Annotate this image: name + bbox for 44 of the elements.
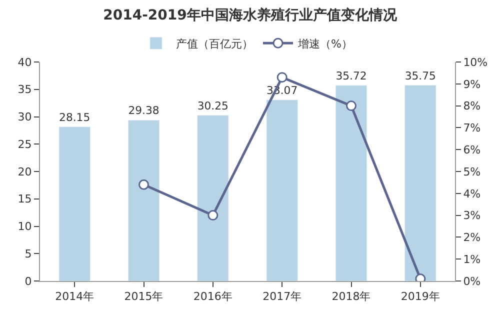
data-label: 29.38 (128, 104, 160, 118)
x-tick-label: 2019年 (400, 290, 440, 304)
x-tick-label: 2015年 (124, 290, 164, 304)
data-label: 35.75 (404, 69, 436, 82)
y2-tick-label: 3% (463, 209, 481, 222)
y-tick-label: 5 (24, 247, 32, 260)
y2-tick-label: 0% (463, 274, 481, 288)
data-label: 30.25 (197, 99, 228, 112)
data-label: 28.15 (59, 110, 90, 124)
y2-tick-label: 9% (463, 78, 481, 91)
bar (58, 126, 90, 281)
point (276, 72, 288, 83)
y2-tick-label: 5% (463, 165, 481, 178)
y2-tick-label: 8% (463, 100, 481, 113)
point (208, 210, 218, 221)
bar (128, 120, 160, 281)
y2-tick-label: 10% (463, 56, 488, 69)
bar (266, 100, 298, 281)
y2-tick-label: 7% (463, 122, 481, 135)
y-tick-label: 30 (18, 110, 32, 124)
bar (404, 85, 436, 281)
x-tick-label: 2016年 (193, 290, 232, 304)
point (346, 100, 356, 112)
x-tick-label: 2014年 (55, 290, 94, 304)
y2-tick-label: 4% (463, 187, 481, 200)
bar (197, 115, 229, 281)
y2-tick-label: 1% (463, 252, 481, 266)
y2-tick-label: 6% (463, 143, 481, 156)
x-tick-label: 2017年 (262, 290, 302, 304)
bar (335, 85, 368, 281)
data-label: 35.72 (336, 69, 367, 82)
y2-tick-label: 2% (463, 231, 481, 244)
legend-label: 产值（百亿元） (176, 37, 253, 50)
y-tick-label: 15 (18, 192, 32, 206)
y-tick-label: 35 (18, 83, 32, 96)
y-tick-label: 25 (18, 138, 32, 151)
x-tick-label: 2018年 (332, 290, 371, 304)
y-tick-label: 10 (18, 220, 32, 234)
y-tick-label: 0 (24, 274, 32, 288)
y-tick-label: 40 (18, 56, 32, 69)
y-tick-label: 20 (18, 165, 32, 178)
legend-label: 增速（%） (297, 37, 352, 50)
chart-title: 2014-2019年中国海水养殖行业产值变化情况 (103, 6, 398, 24)
point (138, 179, 149, 190)
